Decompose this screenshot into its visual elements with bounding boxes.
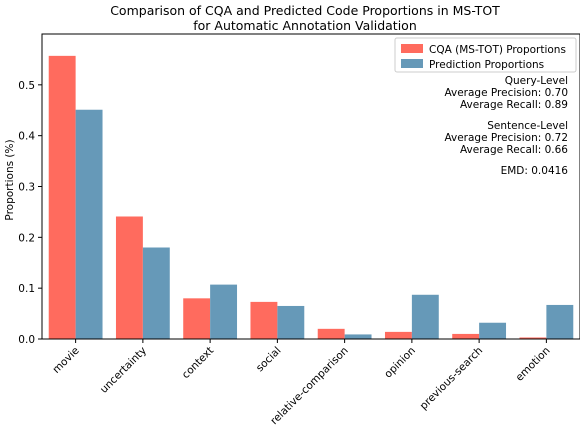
bar-movie-series-1 <box>75 109 103 340</box>
chart-title: Comparison of CQA and Predicted Code Pro… <box>110 3 500 18</box>
bar-uncertainty-series-0 <box>115 216 143 339</box>
bar-context-series-0 <box>183 298 211 339</box>
x-axis: movie uncertainty context socialrelative-co… <box>50 339 553 426</box>
x-tick-label-emotion: emotion <box>513 345 552 384</box>
y-tick-label: 0.5 <box>18 80 35 92</box>
chart-subtitle: for Automatic Annotation Validation <box>193 18 417 33</box>
y-axis: 0.0 0.1 0.2 0.3 0.4 0.5 <box>18 80 42 346</box>
bar-opinion-series-0 <box>384 331 412 339</box>
bar-context-series-1 <box>210 284 238 339</box>
annotation-line-8: EMD: 0.0416 <box>501 165 569 177</box>
x-tick-label-previous-search: previous-search <box>418 345 486 413</box>
legend-swatch-0 <box>401 44 423 53</box>
legend-label-0: CQA (MS-TOT) Proportions <box>429 44 566 56</box>
annotation-line-1: Average Precision: 0.70 <box>444 87 568 99</box>
bar-previous-search-series-1 <box>479 322 507 339</box>
x-tick-label-opinion: opinion <box>382 345 418 381</box>
y-tick-label: 0.0 <box>18 334 35 346</box>
y-tick-label: 0.1 <box>18 283 35 295</box>
annotation-line-0: Query-Level <box>505 75 568 87</box>
annotation-line-2: Average Recall: 0.89 <box>460 99 568 111</box>
annotation-line-6: Average Recall: 0.66 <box>460 144 568 156</box>
bar-previous-search-series-0 <box>452 333 480 339</box>
bar-social-series-1 <box>277 305 305 339</box>
legend-label-1: Prediction Proportions <box>429 59 544 71</box>
y-tick-label: 0.4 <box>18 131 35 143</box>
bar-emotion-series-0 <box>519 337 547 339</box>
bar-movie-series-0 <box>48 55 76 340</box>
y-tick-label: 0.2 <box>18 232 35 244</box>
legend: CQA (MS-TOT) Proportions Prediction Propo… <box>394 37 577 73</box>
x-tick-label-context: context <box>180 345 216 381</box>
bar-opinion-series-1 <box>411 294 439 339</box>
bar-uncertainty-series-1 <box>142 247 170 339</box>
bar-social-series-0 <box>250 301 278 339</box>
annotation-line-4: Sentence-Level <box>487 120 568 132</box>
x-tick-label-social: social <box>254 345 284 375</box>
annotation-line-5: Average Precision: 0.72 <box>444 132 568 144</box>
bar-relative-comparison-series-1 <box>344 334 372 339</box>
bar-emotion-series-1 <box>546 304 574 339</box>
y-axis-label: Proportions (%) <box>4 139 16 220</box>
legend-swatch-1 <box>401 59 423 68</box>
x-tick-label-uncertainty: uncertainty <box>98 345 149 396</box>
x-tick-label-movie: movie <box>50 345 81 376</box>
bar-relative-comparison-series-0 <box>317 328 345 339</box>
bars-layer <box>48 55 574 340</box>
x-tick-label-relative-comparison: relative-comparison <box>268 345 351 426</box>
y-tick-label: 0.3 <box>18 182 35 194</box>
legend-box <box>394 37 577 73</box>
